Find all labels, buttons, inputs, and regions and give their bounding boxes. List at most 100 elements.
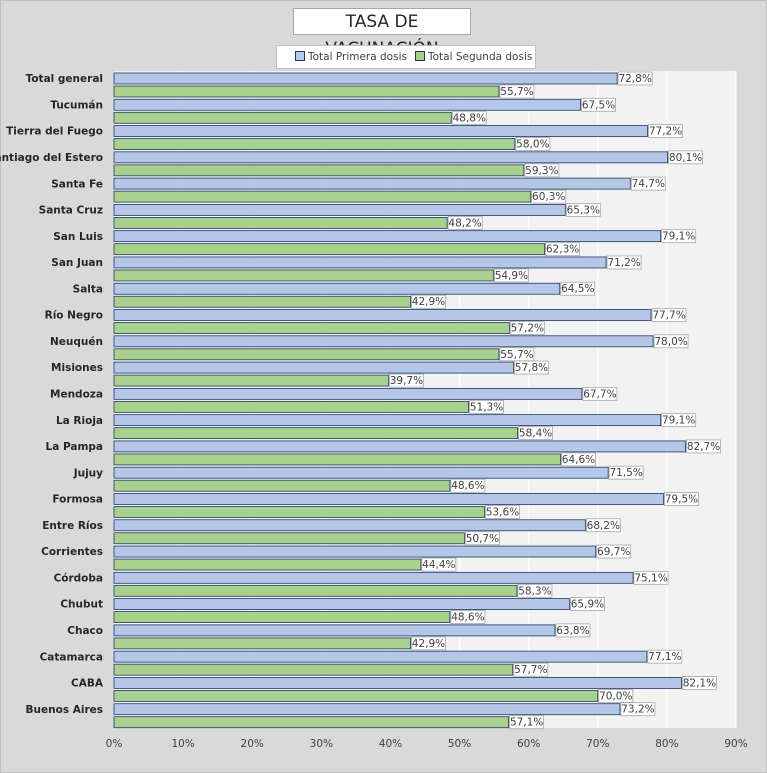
data-label: 39,7%	[390, 375, 423, 387]
bar-segunda	[113, 690, 599, 702]
data-label: 57,7%	[514, 664, 547, 676]
data-label: 63,8%	[556, 625, 589, 637]
data-label: 54,9%	[495, 270, 528, 282]
bar-primera	[113, 203, 566, 216]
category-label: Salta	[73, 283, 103, 295]
bar-primera	[113, 493, 664, 505]
legend-item-segunda: Total Segunda dosis	[415, 51, 532, 63]
bar-primera	[113, 519, 586, 532]
category-label: Río Negro	[45, 310, 103, 322]
data-label-box	[570, 597, 605, 611]
data-label: 48,6%	[451, 480, 484, 492]
bar-primera	[113, 571, 634, 584]
data-label: 59,3%	[525, 165, 558, 177]
data-label: 67,5%	[582, 99, 615, 111]
bar-primera	[113, 282, 561, 295]
data-label-box	[565, 202, 601, 217]
data-label-box	[447, 215, 483, 230]
data-label-box	[517, 583, 553, 598]
data-label-box	[513, 662, 549, 677]
bar-segunda	[113, 611, 451, 623]
x-tick-label: 50%	[448, 738, 471, 750]
x-tick-label: 90%	[724, 738, 747, 750]
data-label: 57,1%	[510, 717, 543, 729]
category-label: Tierra del Fuego	[6, 126, 103, 138]
data-label: 58,0%	[516, 139, 549, 151]
data-label: 79,5%	[665, 493, 698, 505]
data-label-box	[682, 676, 717, 690]
bar-primera	[113, 545, 597, 558]
category-label: Buenos Aires	[26, 704, 103, 716]
data-label-box	[464, 531, 500, 546]
x-tick-label: 80%	[655, 738, 678, 750]
data-label-box	[686, 439, 721, 454]
data-label: 69,7%	[597, 546, 630, 558]
data-label-box	[494, 268, 529, 283]
data-label-box	[581, 97, 616, 112]
x-tick-label: 40%	[379, 738, 402, 750]
category-label: Chubut	[60, 599, 103, 611]
bar-segunda	[113, 716, 510, 729]
data-label-box	[451, 110, 487, 125]
data-label: 58,3%	[518, 585, 551, 597]
data-label-box	[515, 137, 551, 151]
data-label-box	[630, 176, 666, 191]
data-label-box	[582, 386, 618, 401]
data-label-box	[524, 163, 560, 178]
data-label: 67,7%	[583, 388, 616, 400]
data-label: 80,1%	[669, 152, 702, 164]
bar-segunda	[113, 584, 518, 597]
data-label: 79,1%	[662, 415, 695, 427]
data-label-box	[509, 321, 545, 335]
data-label: 73,2%	[621, 704, 654, 716]
bar-primera	[113, 466, 609, 479]
x-tick-label: 70%	[586, 738, 609, 750]
data-label-box	[664, 492, 699, 506]
data-label-box	[469, 399, 504, 414]
bar-segunda	[113, 427, 519, 440]
data-label-box	[450, 610, 486, 624]
category-label: CABA	[71, 678, 104, 690]
data-label: 60,3%	[532, 191, 565, 203]
bar-primera	[113, 414, 662, 427]
data-label: 44,4%	[422, 559, 455, 571]
data-label-box	[411, 636, 446, 651]
bar-segunda	[113, 111, 452, 124]
x-tick-label: 0%	[106, 738, 123, 750]
bar-primera	[113, 151, 668, 164]
legend-label-primera: Total Primera dosis	[308, 51, 407, 63]
data-label: 55,7%	[500, 349, 533, 361]
data-label: 82,7%	[687, 441, 720, 453]
category-label: Córdoba	[54, 572, 103, 584]
data-label-box	[421, 557, 457, 572]
category-label: San Juan	[51, 257, 103, 269]
bar-segunda	[113, 243, 545, 256]
category-label: Formosa	[52, 494, 103, 506]
category-label: Corrientes	[41, 546, 103, 558]
bar-segunda	[113, 190, 532, 203]
data-label-box	[633, 570, 669, 585]
x-tick-label: 10%	[171, 738, 194, 750]
data-label: 55,7%	[500, 86, 533, 98]
bar-segunda	[113, 164, 525, 177]
bar-segunda	[113, 479, 451, 492]
bar-segunda	[113, 322, 510, 334]
data-label: 64,6%	[562, 454, 595, 466]
bar-segunda	[113, 532, 465, 545]
bar-segunda	[113, 138, 516, 150]
data-label-box	[606, 255, 642, 270]
x-tick-label: 30%	[310, 738, 333, 750]
data-label: 51,3%	[470, 401, 503, 413]
category-label: La Pampa	[46, 441, 103, 453]
category-label: Catamarca	[40, 651, 103, 663]
data-label-box	[531, 189, 567, 204]
data-label-box	[514, 360, 549, 375]
data-label-box	[560, 281, 596, 296]
bar-primera	[113, 177, 631, 190]
bar-primera	[113, 98, 581, 111]
bar-segunda	[113, 374, 389, 387]
bar-segunda	[113, 558, 422, 571]
bar-primera	[113, 440, 686, 453]
data-label: 77,1%	[648, 651, 681, 663]
